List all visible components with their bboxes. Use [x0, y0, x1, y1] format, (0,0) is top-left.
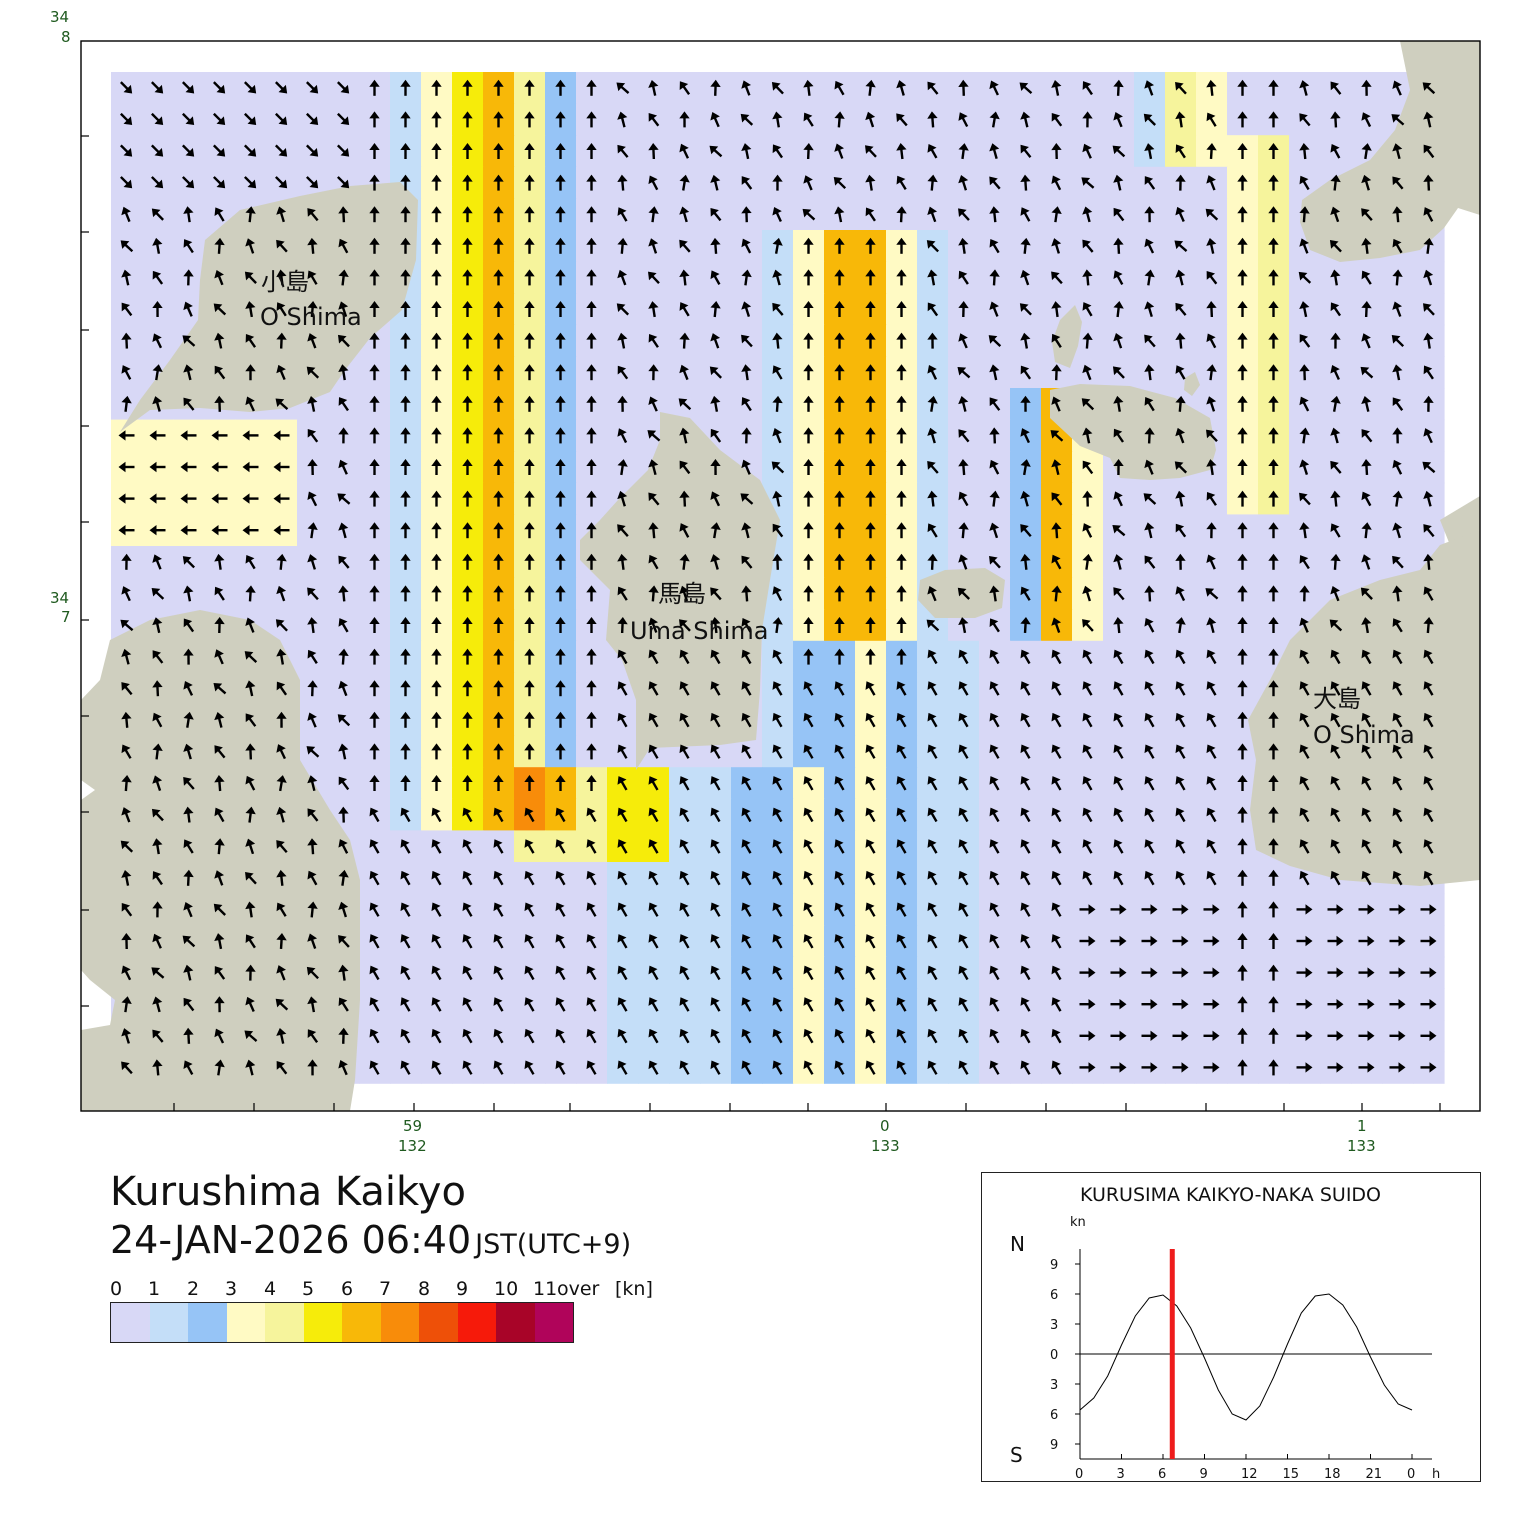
- legend-tick-2: 2: [187, 1278, 200, 1300]
- legend-tick-4: 4: [264, 1278, 277, 1300]
- current-map: 34 8 34 7 59 132 0 133 1 133 小島 O Shima …: [50, 8, 1481, 1155]
- legend-tick-11: 11: [533, 1278, 558, 1300]
- legend-swatch-4: [265, 1303, 304, 1342]
- island-label-oshima-en: O Shima: [1313, 721, 1415, 749]
- legend-tick-1: 1: [148, 1278, 161, 1300]
- tide-x-tick-label: 12: [1241, 1467, 1258, 1481]
- tide-y-tick-label: 0: [1050, 1348, 1058, 1363]
- tide-y-tick-label: 3: [1050, 1318, 1058, 1333]
- tide-title: KURUSIMA KAIKYO-NAKA SUIDO: [1080, 1184, 1381, 1206]
- tide-north-label: N: [1010, 1232, 1025, 1256]
- legend-tick-5: 5: [302, 1278, 315, 1300]
- tide-current-panel: KURUSIMA KAIKYO-NAKA SUIDO kn N S 9 6 3 0 3 6…: [981, 1172, 1481, 1482]
- legend-swatch-3: [226, 1303, 265, 1342]
- tide-x-tick-label: 0: [1075, 1467, 1083, 1481]
- lat-label-7-deg: 34: [50, 589, 69, 607]
- legend-swatch-1: [149, 1303, 188, 1342]
- tide-y-tick-label: 3: [1050, 1378, 1058, 1393]
- lat-label-8-min: 8: [61, 28, 71, 46]
- legend-swatch-0: [111, 1303, 150, 1342]
- tide-x-tick-label: 21: [1366, 1467, 1383, 1481]
- legend-swatch-9: [457, 1303, 496, 1342]
- legend-color-bar: [110, 1302, 574, 1343]
- legend-tick-0: 0: [110, 1278, 123, 1300]
- legend-tick-9: 9: [456, 1278, 469, 1300]
- datetime-line: 24-JAN-2026 06:40 JST(UTC+9): [110, 1216, 631, 1269]
- tide-x-tick-label: 15: [1283, 1467, 1300, 1481]
- legend-over-label: over: [557, 1278, 600, 1300]
- island-label-oshima-jp: 大島: [1313, 685, 1361, 713]
- lon-label-59-deg: 132: [398, 1137, 427, 1155]
- legend-tick-7: 7: [379, 1278, 392, 1300]
- legend-swatch-6: [342, 1303, 381, 1342]
- lon-label-0-deg: 133: [871, 1137, 900, 1155]
- legend-swatch-7: [380, 1303, 419, 1342]
- tide-x-tick-label: 6: [1158, 1467, 1166, 1481]
- legend-unit: [kn]: [615, 1278, 653, 1300]
- lat-label-7-min: 7: [61, 608, 71, 626]
- tide-y-ticks: 9 6 3 0 3 6 9: [1050, 1258, 1080, 1453]
- lon-label-1-deg: 133: [1347, 1137, 1376, 1155]
- timezone: JST(UTC+9): [475, 1229, 632, 1260]
- lon-label-1-min: 1: [1357, 1117, 1367, 1135]
- tide-south-label: S: [1010, 1443, 1023, 1467]
- legend-swatch-8: [419, 1303, 458, 1342]
- tide-y-tick-label: 9: [1050, 1438, 1058, 1453]
- tide-y-tick-label: 6: [1050, 1288, 1058, 1303]
- legend-swatch-2: [188, 1303, 227, 1342]
- tide-x-tick-label: 0: [1407, 1467, 1415, 1481]
- tide-y-tick-label: 9: [1050, 1258, 1058, 1273]
- tide-unit: kn: [1070, 1215, 1086, 1230]
- legend-swatch-10: [496, 1303, 535, 1342]
- legend-tick-10: 10: [494, 1278, 519, 1300]
- tide-x-tick-label: 3: [1117, 1467, 1125, 1481]
- legend-tick-8: 8: [418, 1278, 431, 1300]
- tide-x-tick-label: 9: [1200, 1467, 1208, 1481]
- tide-y-tick-label: 6: [1050, 1408, 1058, 1423]
- tide-current-curve: [1079, 1293, 1413, 1421]
- island-label-koshima-en: O Shima: [260, 303, 362, 331]
- tide-x-tick-label: 18: [1324, 1467, 1341, 1481]
- island-label-umashima-jp: 馬島: [658, 580, 706, 608]
- tide-x-ticks: 0 3 6 9 12 15 18 21 0: [1075, 1454, 1415, 1481]
- legend-swatch-11: [534, 1303, 573, 1342]
- tide-current-chart: KURUSIMA KAIKYO-NAKA SUIDO kn N S 9 6 3 0 3 6…: [1010, 1184, 1440, 1481]
- lon-label-0-min: 0: [880, 1117, 890, 1135]
- title-block: Kurushima Kaikyo 24-JAN-2026 06:40 JST(UT…: [110, 1168, 631, 1269]
- datetime: 24-JAN-2026 06:40: [110, 1218, 472, 1262]
- lon-label-59-min: 59: [403, 1117, 422, 1135]
- legend-tick-6: 6: [341, 1278, 354, 1300]
- legend-swatch-5: [303, 1303, 342, 1342]
- tide-x-unit: h: [1432, 1467, 1440, 1481]
- legend-tick-3: 3: [225, 1278, 238, 1300]
- lat-label-8-deg: 34: [50, 8, 69, 26]
- page-title: Kurushima Kaikyo: [110, 1169, 466, 1215]
- island-label-umashima-en: Uma Shima: [630, 617, 768, 645]
- island-label-koshima-jp: 小島: [261, 268, 309, 296]
